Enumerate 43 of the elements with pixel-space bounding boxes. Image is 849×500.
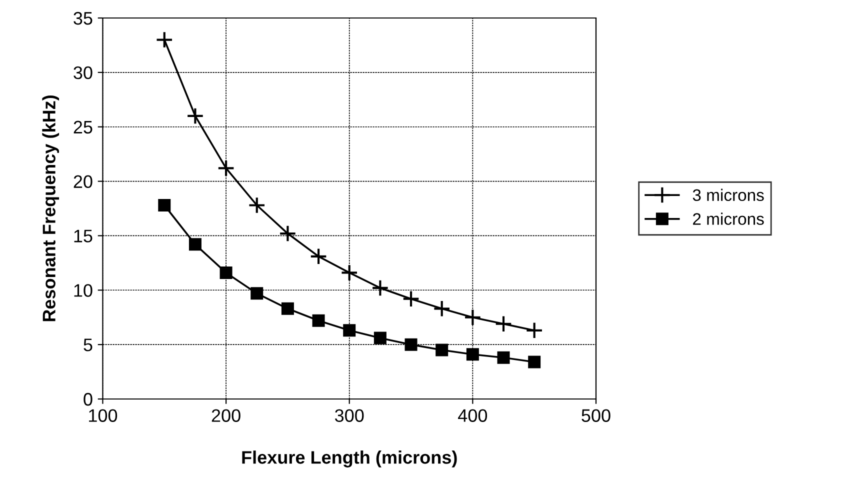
y-tick-label: 35 xyxy=(74,12,92,25)
legend-label: 3 microns xyxy=(692,188,764,202)
x-axis-title: Flexure Length (microns) xyxy=(242,450,457,468)
y-tick-label: 5 xyxy=(84,338,92,352)
point xyxy=(220,266,232,279)
point xyxy=(404,338,418,351)
y-tick-label: 15 xyxy=(74,230,92,242)
point xyxy=(186,107,204,125)
point xyxy=(464,308,482,326)
point xyxy=(372,279,389,297)
point xyxy=(281,302,294,315)
point xyxy=(343,324,356,337)
point xyxy=(528,356,541,368)
point xyxy=(217,160,235,177)
y-tick-label: 25 xyxy=(74,120,92,134)
point xyxy=(310,248,328,266)
point xyxy=(279,224,296,242)
x-tick-label: 100 xyxy=(89,409,118,422)
point xyxy=(248,196,266,214)
point xyxy=(312,314,325,327)
y-axis-title: Resonant Frequency (kHz) xyxy=(42,96,60,322)
x-tick-label: 500 xyxy=(582,409,610,422)
point xyxy=(526,322,544,340)
point xyxy=(433,300,451,318)
point xyxy=(436,344,448,356)
y-tick-label: 0 xyxy=(84,392,92,406)
y-tick-label: 30 xyxy=(74,66,92,80)
point xyxy=(497,351,510,364)
point xyxy=(340,264,358,282)
point xyxy=(156,31,174,48)
y-tick-label: 10 xyxy=(74,284,92,297)
y-tick-label: 20 xyxy=(74,175,92,188)
point xyxy=(374,332,386,344)
point xyxy=(158,198,171,212)
point xyxy=(402,290,420,308)
point xyxy=(494,315,512,333)
point xyxy=(466,348,479,361)
point xyxy=(250,287,264,300)
legend-label: 2 microns xyxy=(693,212,764,225)
x-tick-label: 300 xyxy=(334,409,364,422)
x-tick-label: 200 xyxy=(212,409,240,422)
x-tick-label: 400 xyxy=(458,409,488,422)
point xyxy=(188,238,202,251)
